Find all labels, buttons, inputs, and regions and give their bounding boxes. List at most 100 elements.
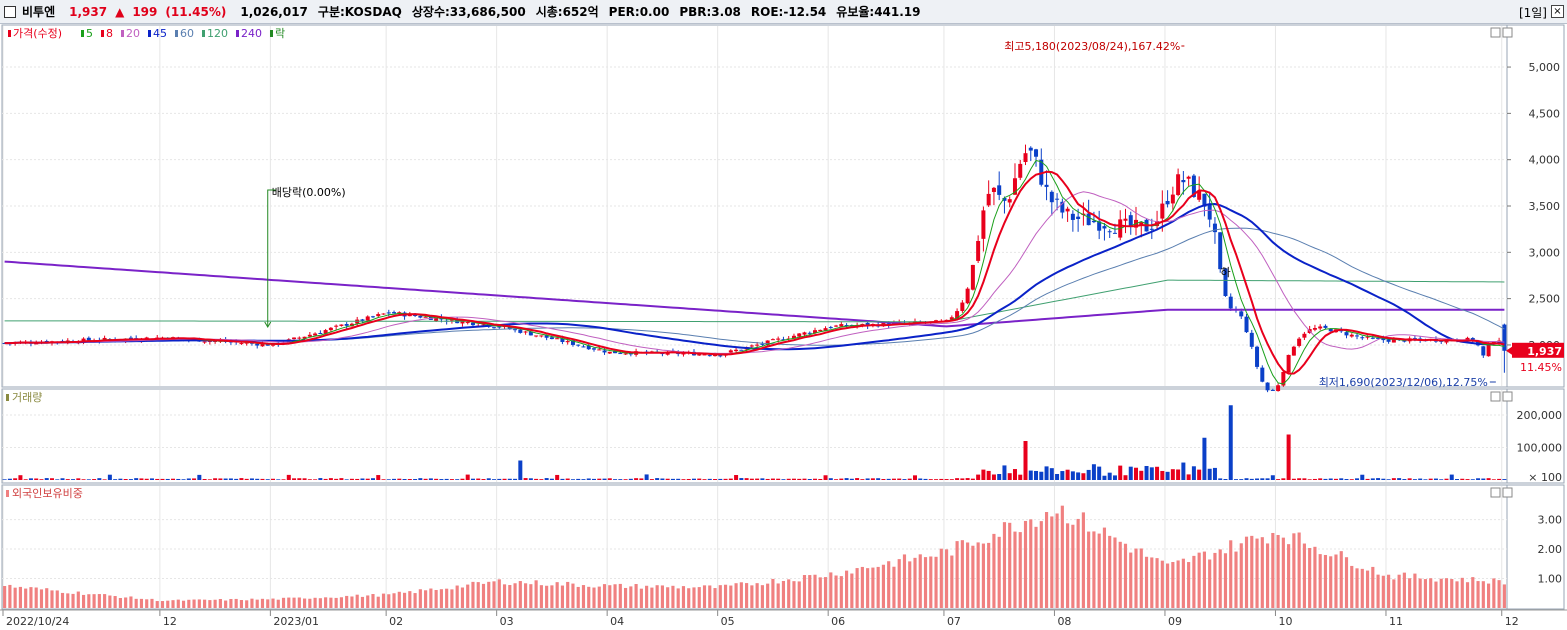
foreign-bar [87,594,91,608]
foreign-bar [350,596,354,608]
foreign-bar [855,568,859,608]
foreign-bar [1308,547,1312,608]
volume-bar [1328,478,1333,480]
foreign-bar [1476,581,1480,608]
volume-bar [71,479,76,480]
volume-bar [360,478,365,480]
candle-body [1160,203,1165,219]
foreign-bar [881,564,886,608]
candle-body [1249,332,1254,347]
volume-bar [49,478,54,480]
volume-bar [176,478,181,480]
dividend-arrow [264,321,272,328]
foreign-bar [1071,524,1075,608]
foreign-bar [755,583,759,608]
candle-body [1228,296,1233,309]
foreign-bar [1081,512,1085,608]
foreign-bar [408,591,412,608]
legend-swatch [236,30,239,37]
foreign-bar [518,581,522,608]
volume-bar [670,478,675,480]
foreign-bar [1381,575,1385,608]
foreign-bar [224,600,228,608]
legend-swatch [6,394,9,401]
volume-bar [428,478,433,480]
volume-bar [1444,478,1449,480]
candle-body [739,349,744,351]
volume-bar [749,478,754,480]
foreign-bar [1297,532,1301,608]
foreign-bar [1429,578,1433,608]
foreign-bar [1444,578,1449,608]
listed-shares: 상장수:33,686,500 [411,5,526,19]
volume-bar [1433,478,1438,480]
volume-bar [1402,479,1407,480]
volume-bar [281,479,286,480]
candle-body [418,315,423,318]
foreign-bar [139,598,144,608]
volume-bar [439,479,444,480]
foreign-bar [1187,562,1191,608]
market-type: 구분:KOSDAQ [317,5,402,19]
foreign-bar [960,540,964,608]
foreign-bar [266,599,270,608]
foreign-bar [560,585,565,608]
volume-bar [739,478,744,480]
foreign-bar [1502,584,1506,608]
volume-bar [923,478,928,480]
volume-bar [576,478,581,480]
foreign-bar [1197,552,1201,608]
candle-body [623,353,628,355]
volume-bar [623,479,628,480]
close-icon[interactable]: × [1551,5,1564,18]
candle-body [213,340,218,342]
x-axis-label: 07 [947,615,961,628]
candle-body [239,343,244,345]
candle-body [1028,147,1033,151]
volume-value: 1,026,017 [240,4,308,19]
select-checkbox[interactable] [4,5,16,18]
candle-body [1065,208,1070,212]
candle-body [802,332,807,335]
stock-name: 비투엔 [22,5,56,19]
x-axis-label: 08 [1057,615,1071,628]
volume-bar [939,478,944,480]
volume-bar [713,479,718,480]
volume-bar [1407,478,1412,480]
candle-body [1276,385,1281,392]
foreign-bar [3,586,7,608]
foreign-bar [1271,532,1275,608]
candle-body [1170,194,1175,204]
foreign-bar [813,574,817,608]
candle-body [791,335,796,339]
period-selector[interactable]: [1일] [1518,6,1547,20]
foreign-bar [387,594,391,608]
candle-body [781,339,786,341]
foreign-bar [355,594,359,608]
foreign-bar [1323,554,1328,608]
foreign-bar [1060,505,1064,608]
foreign-bar [92,594,96,608]
foreign-bar [923,557,928,608]
foreign-bar [250,598,254,608]
candle-body [1181,180,1186,183]
foreign-bar [760,585,764,608]
foreign-bar [1118,541,1122,608]
foreign-bar [376,596,380,608]
candle-body [844,325,849,327]
foreign-bar [1497,580,1501,608]
candle-body [718,355,723,357]
stock-chart[interactable]: 2022/10/24 12 2023/01 02 03 04 05 06 07 08 09 10 11 1… [0,24,1567,630]
foreign-bar [160,601,165,608]
foreign-bar [413,593,417,608]
volume-bar [44,478,49,480]
foreign-bar [587,586,591,608]
candle-body [202,341,207,343]
volume-bar [734,475,739,480]
foreign-bar [981,543,985,608]
minimize-icon [1490,27,1501,38]
candle-body [513,329,518,331]
foreign-bar [150,598,154,608]
candle-body [749,345,754,347]
volume-bar [770,478,775,480]
